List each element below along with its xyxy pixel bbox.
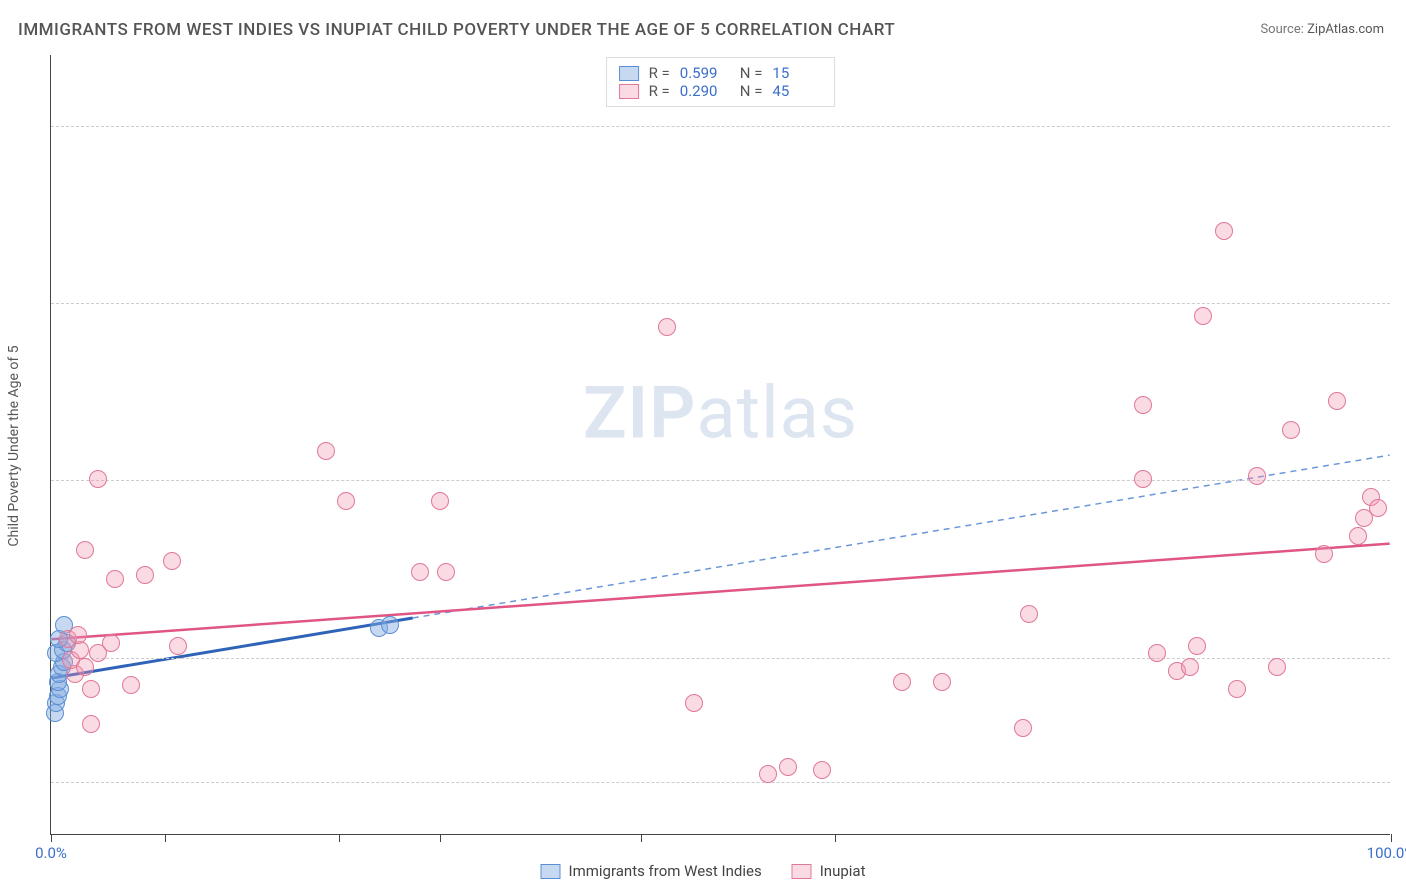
r-value: 0.290 (680, 82, 730, 100)
data-point (1248, 467, 1266, 485)
data-point (76, 541, 94, 559)
data-point (163, 552, 181, 570)
n-label: N = (740, 82, 763, 100)
data-point (337, 492, 355, 510)
data-point (82, 680, 100, 698)
data-point (82, 715, 100, 733)
data-point (893, 673, 911, 691)
r-value: 0.599 (680, 64, 730, 82)
source-value: ZipAtlas.com (1307, 22, 1384, 37)
legend-swatch (619, 84, 639, 99)
data-point (658, 318, 676, 336)
data-point (76, 658, 94, 676)
n-value: 15 (772, 64, 822, 82)
data-point (1315, 545, 1333, 563)
series-legend: Immigrants from West Indies Inupiat (541, 862, 866, 880)
legend-item: Immigrants from West Indies (541, 862, 762, 880)
data-point (933, 673, 951, 691)
data-point (1369, 499, 1387, 517)
regression-line (51, 544, 1389, 640)
scatter-chart: ZIPatlas R =0.599N =15R =0.290N =45 25.0… (50, 55, 1390, 835)
data-point (1014, 719, 1032, 737)
data-point (381, 616, 399, 634)
x-tick (165, 834, 166, 842)
data-point (1282, 421, 1300, 439)
chart-title: IMMIGRANTS FROM WEST INDIES VS INUPIAT C… (18, 20, 895, 40)
data-point (106, 570, 124, 588)
data-point (136, 566, 154, 584)
y-axis-title: Child Poverty Under the Age of 5 (6, 345, 22, 546)
gridline-h (51, 480, 1390, 481)
legend-item: Inupiat (792, 862, 866, 880)
legend-row: R = 0.599 N = 15 (619, 64, 823, 82)
correlation-legend: R = 0.599 N = 15 R = 0.290 N = 45 (606, 57, 836, 107)
r-label: R = (649, 82, 670, 100)
data-point (1268, 658, 1286, 676)
n-value: 45 (772, 82, 822, 100)
data-point (122, 676, 140, 694)
data-point (411, 563, 429, 581)
data-point (1181, 658, 1199, 676)
watermark-bold: ZIP (583, 371, 696, 456)
legend-label: Immigrants from West Indies (569, 862, 762, 880)
n-label: N = (740, 64, 763, 82)
data-point (1188, 637, 1206, 655)
data-point (431, 492, 449, 510)
regression-lines (51, 55, 1390, 834)
data-point (1228, 680, 1246, 698)
data-point (317, 442, 335, 460)
data-point (1020, 605, 1038, 623)
source-attribution: Source: ZipAtlas.com (1260, 22, 1384, 37)
source-label: Source: (1260, 22, 1303, 37)
x-tick (339, 834, 340, 842)
data-point (813, 761, 831, 779)
gridline-h (51, 303, 1390, 304)
data-point (1215, 222, 1233, 240)
x-tick (440, 834, 441, 842)
data-point (89, 470, 107, 488)
data-point (759, 765, 777, 783)
x-tick (51, 834, 52, 842)
data-point (1148, 644, 1166, 662)
data-point (1328, 392, 1346, 410)
data-point (1134, 396, 1152, 414)
legend-label: Inupiat (820, 862, 866, 880)
data-point (685, 694, 703, 712)
x-tick-label: 0.0% (35, 844, 67, 862)
legend-row: R = 0.290 N = 45 (619, 82, 823, 100)
legend-swatch (792, 864, 812, 879)
data-point (69, 626, 87, 644)
data-point (437, 563, 455, 581)
data-point (169, 637, 187, 655)
x-tick (835, 834, 836, 842)
data-point (102, 634, 120, 652)
r-label: R = (649, 64, 670, 82)
data-point (779, 758, 797, 776)
data-point (1349, 527, 1367, 545)
x-tick (1391, 834, 1392, 842)
legend-swatch (541, 864, 561, 879)
x-tick (641, 834, 642, 842)
legend-swatch (619, 66, 639, 81)
watermark-rest: atlas (696, 371, 858, 456)
data-point (1194, 307, 1212, 325)
watermark: ZIPatlas (583, 371, 858, 456)
x-tick-label: 100.0% (1367, 844, 1406, 862)
data-point (1134, 470, 1152, 488)
gridline-h (51, 782, 1390, 783)
gridline-h (51, 126, 1390, 127)
